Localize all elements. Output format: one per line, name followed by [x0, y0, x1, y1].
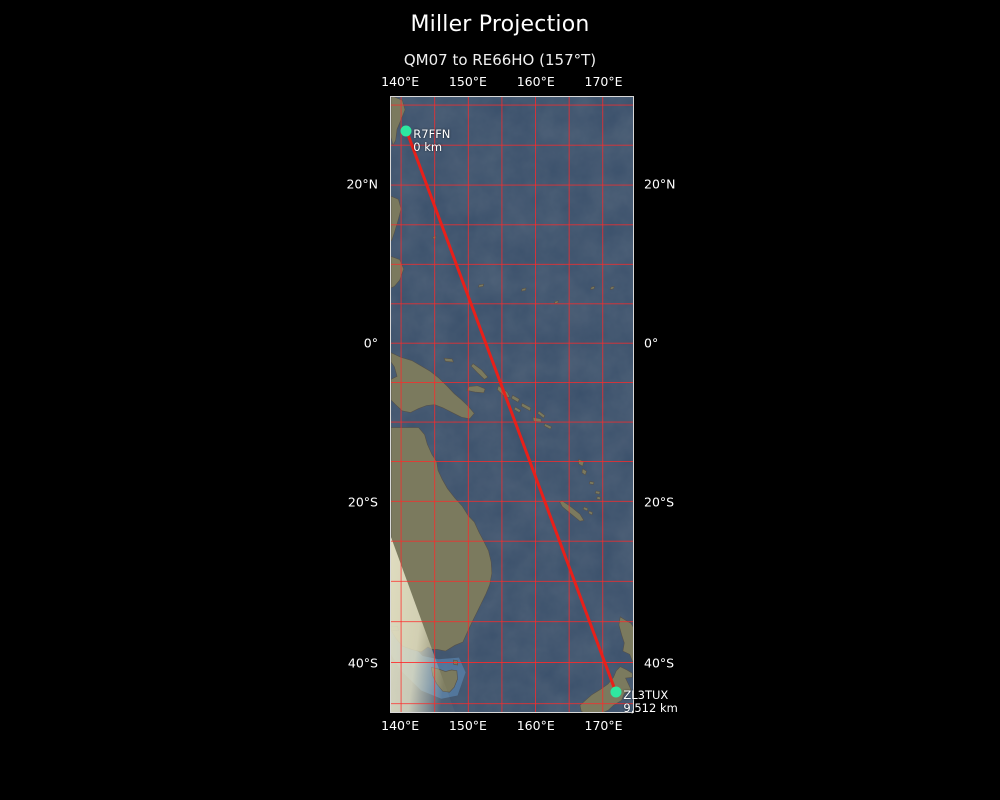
land-sol-malaita — [537, 410, 546, 419]
axis-tick-right-20N: 20°N — [644, 176, 676, 192]
land-nz-north — [618, 616, 633, 663]
land-new-caledonia — [559, 500, 585, 522]
axis-tick-left-20S: 20°S — [347, 494, 378, 510]
land-loyalty-2 — [588, 510, 593, 516]
land-new-guinea — [391, 352, 475, 420]
land-van-efate — [588, 481, 595, 485]
land-loyalty-1 — [582, 506, 589, 512]
axis-tick-bottom-150E: 150°E — [448, 718, 487, 733]
axis-tick-top-140E: 140°E — [381, 74, 420, 89]
land-sol-makira — [543, 423, 553, 430]
axis-tick-right-40S: 40°S — [644, 655, 675, 671]
axis-tick-right-0: 0° — [644, 335, 659, 351]
axis-tick-right-20S: 20°S — [644, 494, 675, 510]
axis-tick-left-0: 0° — [363, 335, 378, 351]
axis-tick-bottom-140E: 140°E — [381, 718, 420, 733]
start-callsign: R7FFN — [413, 127, 451, 142]
page-title: Miller Projection — [410, 12, 590, 37]
land-mic-3 — [553, 300, 559, 305]
land-van-malekula — [581, 468, 587, 476]
start-endpoint-label: R7FFN 0 km — [413, 128, 450, 154]
land-admiralty — [443, 357, 454, 363]
land-van-tanna — [596, 496, 602, 501]
land-sol-newgeorgia — [513, 406, 522, 413]
land-van-espiritu — [578, 458, 585, 467]
land-sol-santaisabel — [521, 402, 532, 412]
axis-tick-left-40S: 40°S — [347, 655, 378, 671]
start-distance: 0 km — [413, 140, 443, 155]
axis-tick-top-150E: 150°E — [448, 74, 487, 89]
land-new-britain — [466, 385, 486, 394]
end-distance: 9,512 km — [623, 701, 678, 716]
axis-tick-top-160E: 160°E — [516, 74, 555, 89]
land-mic-5 — [590, 285, 596, 290]
land-mic-2 — [520, 287, 527, 292]
graticule-group — [391, 97, 633, 712]
land-mic-6 — [609, 285, 615, 290]
land-luzon — [391, 195, 402, 241]
end-callsign: ZL3TUX — [623, 688, 669, 703]
axis-tick-bottom-160E: 160°E — [516, 718, 555, 733]
land-sol-choiseul — [510, 394, 520, 403]
land-new-ireland — [470, 363, 489, 380]
figure-subtitle: QM07 to RE66HO (157°T) — [403, 51, 597, 69]
end-endpoint-marker[interactable] — [610, 686, 622, 698]
land-van-erromango — [594, 490, 601, 495]
end-endpoint-label: ZL3TUX 9,512 km — [623, 689, 677, 715]
axis-tick-left-20N: 20°N — [346, 176, 378, 192]
map-plot-area[interactable] — [390, 96, 634, 713]
axis-tick-top-170E: 170°E — [584, 74, 623, 89]
land-mic-1 — [477, 283, 485, 288]
start-endpoint-marker[interactable] — [400, 125, 412, 137]
axis-tick-bottom-170E: 170°E — [584, 718, 623, 733]
great-circle-route-line[interactable] — [405, 130, 618, 693]
landmass-group — [391, 97, 633, 712]
map-graphics — [391, 97, 633, 712]
